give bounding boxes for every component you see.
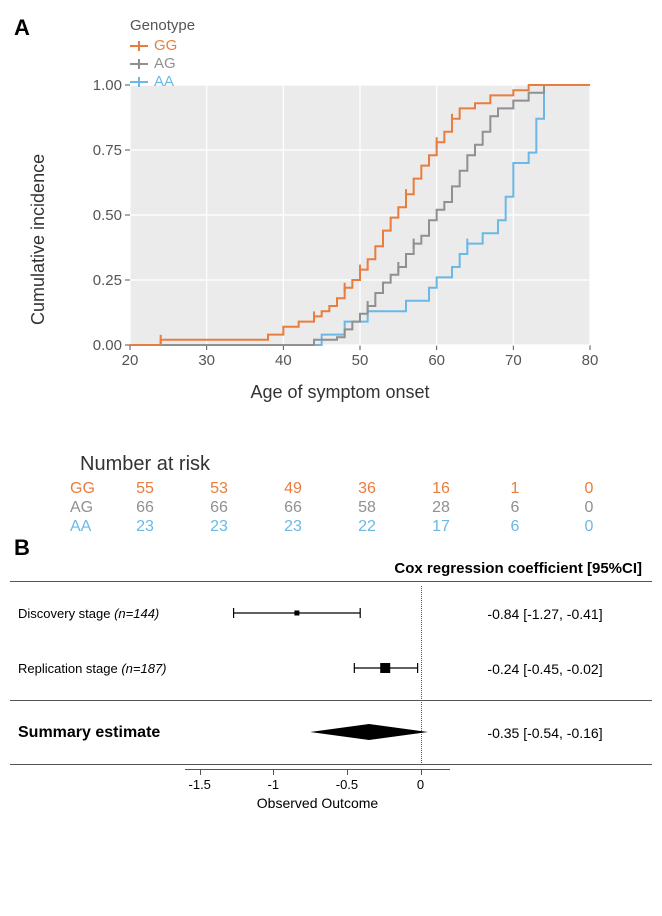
forest-row-label: Discovery stage (n=144) [10,606,185,621]
forest-x-axis-label: Observed Outcome [185,795,450,811]
legend-swatch [130,45,148,47]
risk-cell: 17 [404,518,478,536]
risk-cell: 66 [108,499,182,517]
forest-estimate-text: -0.35 [-0.54, -0.16] [450,725,640,741]
forest-estimate-text: -0.84 [-1.27, -0.41] [450,606,640,622]
risk-cell: 49 [256,480,330,498]
svg-text:0.25: 0.25 [93,272,122,289]
svg-text:80: 80 [582,352,599,369]
axis-tick-label: 0 [417,777,424,792]
legend-label: GG [154,37,177,54]
risk-cell: 6 [478,499,552,517]
risk-cell: 0 [552,518,626,536]
svg-text:1.00: 1.00 [93,77,122,94]
panel-a-label: A [14,15,30,41]
axis-tick [273,769,274,775]
risk-cell: 16 [404,480,478,498]
panel-b-label: B [14,535,30,561]
svg-text:20: 20 [122,352,139,369]
forest-marker-cell [185,641,450,696]
forest-row: Discovery stage (n=144) -0.84 [-1.27, -0.… [10,586,652,641]
risk-cell: 23 [256,518,330,536]
legend-swatch [130,63,148,65]
svg-text:30: 30 [198,352,215,369]
svg-text:60: 60 [428,352,445,369]
divider [10,581,652,582]
forest-x-axis: Observed Outcome -1.5 -1 -0.5 0 [185,769,450,814]
y-axis-label: Cumulative incidence [28,154,49,325]
risk-table-title: Number at risk [80,453,626,476]
axis-tick [421,769,422,775]
risk-cell: 23 [182,518,256,536]
risk-row-label: AG [70,499,108,517]
risk-cell: 0 [552,499,626,517]
km-legend: Genotype GGAGAA [130,17,195,91]
legend-item: GG [130,37,195,54]
svg-text:0.75: 0.75 [93,142,122,159]
legend-label: AA [154,73,174,90]
risk-cell: 66 [256,499,330,517]
svg-text:70: 70 [505,352,522,369]
axis-tick-label: -0.5 [336,777,358,792]
forest-marker-cell [185,705,450,760]
forest-summary-row: Summary estimate -0.35 [-0.54, -0.16] [10,705,652,760]
legend-title: Genotype [130,17,195,34]
svg-text:0.50: 0.50 [93,207,122,224]
svg-text:50: 50 [352,352,369,369]
x-axis-label: Age of symptom onset [80,382,600,403]
risk-cell: 66 [182,499,256,517]
legend-swatch [130,81,148,83]
divider [10,764,652,765]
risk-row: AA232323221760 [70,518,626,536]
forest-header: Cox regression coefficient [95%CI] [10,560,652,577]
risk-cell: 0 [552,480,626,498]
forest-estimate-text: -0.24 [-0.45, -0.02] [450,661,640,677]
risk-cell: 53 [182,480,256,498]
forest-marker-cell [185,586,450,641]
forest-row: Replication stage (n=187) -0.24 [-0.45, -… [10,641,652,696]
risk-row-label: AA [70,518,108,536]
axis-tick [200,769,201,775]
svg-text:40: 40 [275,352,292,369]
panel-a: A Genotype GGAGAA Cumulative incidence 2… [10,15,652,535]
risk-cell: 6 [478,518,552,536]
risk-cell: 23 [108,518,182,536]
risk-cell: 36 [330,480,404,498]
divider [10,700,652,701]
legend-label: AG [154,55,176,72]
axis-tick [347,769,348,775]
risk-cell: 1 [478,480,552,498]
risk-cell: 55 [108,480,182,498]
risk-row: GG555349361610 [70,480,626,498]
risk-cell: 58 [330,499,404,517]
risk-row: AG666666582860 [70,499,626,517]
risk-row-label: GG [70,480,108,498]
legend-item: AG [130,55,195,72]
svg-text:0.00: 0.00 [93,337,122,354]
axis-tick-label: -1 [268,777,280,792]
panel-b: B Cox regression coefficient [95%CI] Dis… [10,560,652,814]
risk-cell: 22 [330,518,404,536]
risk-cell: 28 [404,499,478,517]
axis-tick-label: -1.5 [189,777,211,792]
forest-row-label: Replication stage (n=187) [10,661,185,676]
legend-item: AA [130,73,195,90]
risk-table: Number at risk GG555349361610AG666666582… [70,453,626,537]
forest-row-label: Summary estimate [10,724,185,742]
